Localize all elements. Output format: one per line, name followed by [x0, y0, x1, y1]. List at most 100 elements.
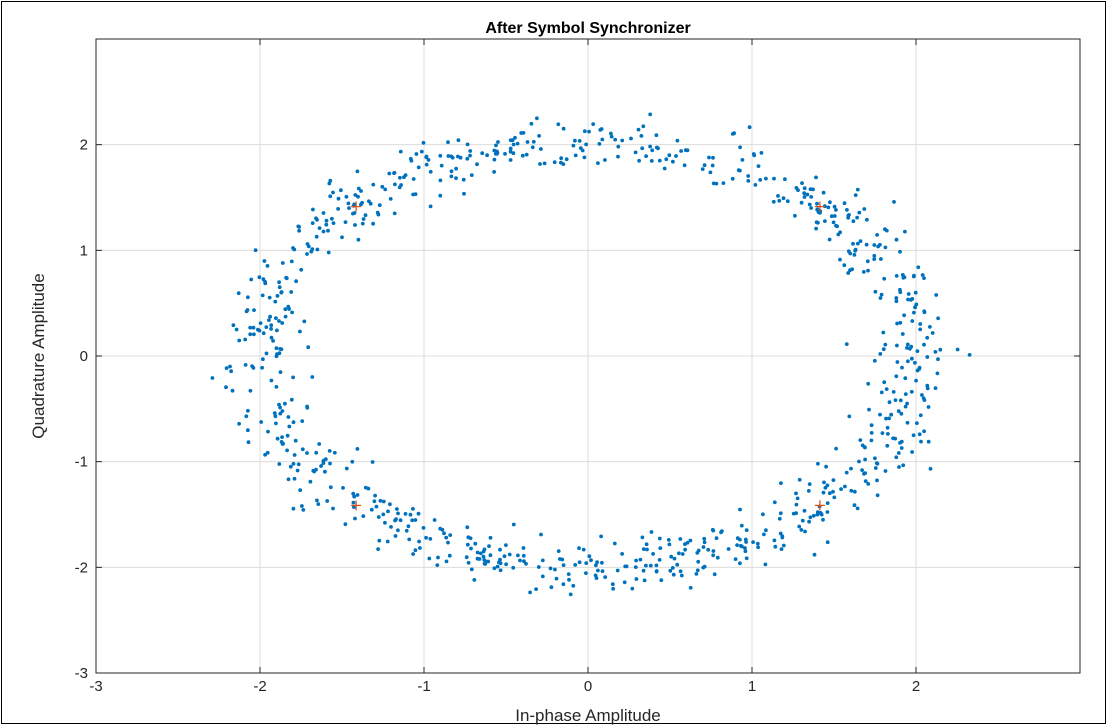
data-point [740, 158, 745, 162]
data-point [620, 138, 625, 143]
data-point [609, 131, 613, 136]
data-point [438, 193, 443, 198]
data-point [819, 512, 824, 517]
data-point [446, 154, 451, 158]
data-point [260, 293, 265, 298]
data-point [869, 438, 874, 443]
data-point [755, 541, 760, 546]
reference-marker [814, 201, 825, 212]
reference-marker [814, 500, 825, 511]
data-point [418, 546, 422, 550]
data-point [849, 488, 854, 493]
data-point [392, 171, 396, 176]
data-point [644, 154, 648, 159]
data-point [823, 219, 827, 224]
data-point [504, 543, 508, 547]
data-point [835, 224, 839, 229]
data-point [898, 398, 903, 403]
data-point [292, 453, 297, 457]
data-point [421, 526, 426, 530]
data-point [797, 524, 802, 529]
data-point [326, 228, 330, 233]
data-point [849, 466, 853, 471]
data-point [903, 392, 908, 396]
data-point [906, 297, 910, 302]
data-point [332, 450, 337, 455]
data-point [707, 155, 711, 160]
data-point [311, 207, 315, 212]
data-point [274, 385, 279, 389]
data-point [650, 148, 655, 153]
data-point [844, 342, 849, 346]
data-point [327, 449, 332, 453]
data-point [910, 356, 914, 361]
data-point [290, 310, 294, 315]
data-point [893, 398, 898, 402]
data-point [291, 375, 295, 380]
data-point [291, 461, 296, 466]
data-point [531, 139, 536, 144]
data-point [310, 221, 315, 226]
data-point [230, 388, 235, 393]
data-point [300, 504, 304, 508]
data-points [210, 112, 972, 597]
data-point [848, 251, 853, 256]
data-point [821, 190, 826, 195]
data-point [651, 552, 655, 556]
data-point [277, 319, 281, 323]
data-point [743, 537, 748, 542]
data-point [380, 184, 385, 189]
data-point [454, 166, 458, 171]
data-point [829, 214, 834, 219]
data-point [883, 469, 888, 473]
data-point [917, 432, 922, 437]
data-point [271, 339, 275, 343]
data-point [549, 585, 554, 590]
data-point [584, 571, 588, 575]
data-point [743, 549, 748, 554]
data-point [511, 522, 516, 527]
data-point [926, 439, 931, 444]
data-point [522, 559, 526, 564]
data-point [291, 506, 296, 511]
data-point [468, 153, 472, 158]
data-point [264, 325, 269, 329]
data-point [803, 529, 807, 534]
data-point [277, 462, 282, 466]
data-point [584, 561, 589, 565]
data-point [561, 563, 566, 567]
data-point [842, 263, 847, 268]
data-point [494, 143, 498, 148]
data-point [360, 221, 365, 226]
data-point [903, 404, 908, 409]
data-point [600, 137, 605, 142]
data-point [305, 451, 309, 455]
data-point [609, 134, 614, 139]
data-point [314, 450, 319, 455]
data-point [899, 411, 904, 416]
data-point [872, 358, 877, 363]
data-point [309, 249, 314, 254]
data-point [807, 482, 812, 486]
data-point [688, 585, 693, 590]
data-point [678, 569, 683, 574]
data-point [256, 327, 260, 332]
data-point [249, 277, 254, 282]
data-point [928, 466, 933, 471]
data-point [761, 512, 765, 517]
data-point [340, 235, 344, 240]
data-point [482, 558, 487, 562]
data-point [298, 329, 302, 334]
data-point [911, 433, 916, 438]
data-point [355, 493, 360, 497]
data-point [321, 229, 326, 234]
data-point [564, 157, 569, 162]
data-point [600, 569, 605, 573]
data-point [403, 173, 408, 178]
data-point [872, 257, 877, 261]
data-point [244, 414, 249, 419]
data-point [468, 149, 473, 153]
data-point [613, 137, 618, 142]
data-point [277, 285, 282, 290]
data-point [250, 364, 255, 368]
